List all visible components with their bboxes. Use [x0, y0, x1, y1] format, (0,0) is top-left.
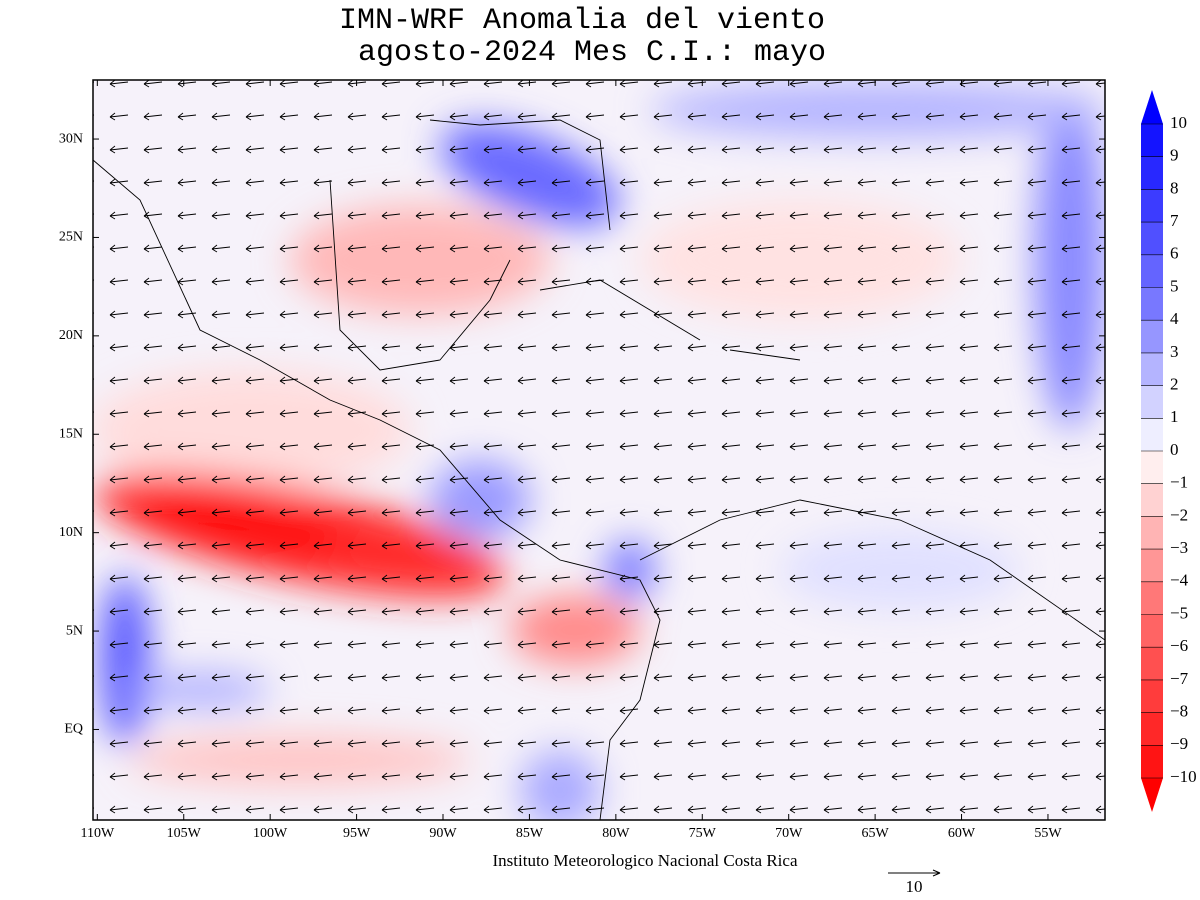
- x-tick-label: 70W: [775, 826, 803, 841]
- colorbar-box: [1141, 320, 1163, 354]
- colorbar-label: 7: [1170, 211, 1179, 230]
- colorbar-label: −4: [1170, 571, 1189, 590]
- y-tick-label: EQ: [64, 722, 83, 737]
- colorbar-box: [1141, 614, 1163, 648]
- colorbar-box: [1141, 712, 1163, 746]
- colorbar-label: −2: [1170, 505, 1188, 524]
- colorbar-label: 0: [1170, 440, 1179, 459]
- colorbar-label: 9: [1170, 146, 1179, 165]
- colorbar-box: [1141, 451, 1163, 484]
- colorbar-box: [1141, 254, 1163, 288]
- y-tick-label: 5N: [66, 623, 83, 638]
- x-tick-label: 110W: [80, 826, 114, 841]
- x-tick-label: 100W: [253, 826, 288, 841]
- y-tick-label: 10N: [59, 525, 83, 540]
- x-tick-label: 55W: [1034, 826, 1062, 841]
- colorbar-box: [1141, 581, 1163, 615]
- x-tick-label: 75W: [689, 826, 717, 841]
- colorbar-box: [1141, 679, 1163, 713]
- y-tick-label: 15N: [59, 426, 83, 441]
- x-tick-label: 60W: [948, 826, 976, 841]
- reference-vector: [888, 869, 941, 877]
- x-tick-label: 105W: [167, 826, 202, 841]
- colorbar-label: −9: [1170, 734, 1188, 753]
- colorbar-box: [1141, 385, 1163, 419]
- colorbar-label: −5: [1170, 603, 1188, 622]
- colorbar-extend: [1141, 778, 1163, 812]
- reference-vector-label: 10: [906, 877, 923, 896]
- colorbar-label: 6: [1170, 244, 1179, 263]
- footer: Instituto Meteorologico Nacional Costa R…: [493, 851, 798, 870]
- colorbar-box: [1141, 156, 1163, 190]
- colorbar-label: 2: [1170, 375, 1179, 394]
- x-tick-label: 80W: [602, 826, 630, 841]
- colorbar-label: 10: [1170, 113, 1187, 132]
- subtitle: agosto-2024 Mes C.I.: mayo: [358, 36, 826, 70]
- colorbar-label: 8: [1170, 178, 1179, 197]
- colorbar-label: 1: [1170, 407, 1179, 426]
- y-tick-label: 25N: [59, 230, 83, 245]
- colorbar-box: [1141, 418, 1163, 452]
- colorbar-box: [1141, 352, 1163, 386]
- x-tick-label: 65W: [862, 826, 890, 841]
- anomaly-field: [93, 80, 1105, 820]
- colorbar-label: −3: [1170, 538, 1188, 557]
- colorbar-box: [1141, 189, 1163, 223]
- colorbar-box: [1141, 647, 1163, 681]
- colorbar-label: 4: [1170, 309, 1179, 328]
- colorbar-box: [1141, 516, 1163, 550]
- colorbar-box: [1141, 483, 1163, 517]
- x-tick-label: 95W: [343, 826, 371, 841]
- colorbar-box: [1141, 287, 1163, 321]
- colorbar-label: −6: [1170, 636, 1188, 655]
- colorbar-label: −7: [1170, 669, 1189, 688]
- x-tick-label: 90W: [429, 826, 457, 841]
- map-frame: [92, 79, 1106, 821]
- colorbar-label: −8: [1170, 702, 1188, 721]
- colorbar-label: 5: [1170, 276, 1179, 295]
- colorbar-box: [1141, 222, 1163, 256]
- colorbar-box: [1141, 745, 1163, 779]
- colorbar-label: −1: [1170, 473, 1188, 492]
- title: IMN-WRF Anomalia del viento: [339, 4, 825, 38]
- colorbar-label: 3: [1170, 342, 1179, 361]
- x-tick-label: 85W: [516, 826, 544, 841]
- y-tick-label: 20N: [59, 328, 83, 343]
- colorbar-label: −10: [1170, 767, 1197, 786]
- y-tick-label: 30N: [59, 131, 83, 146]
- colorbar-extend: [1141, 90, 1163, 124]
- colorbar-box: [1141, 549, 1163, 583]
- colorbar-box: [1141, 124, 1163, 157]
